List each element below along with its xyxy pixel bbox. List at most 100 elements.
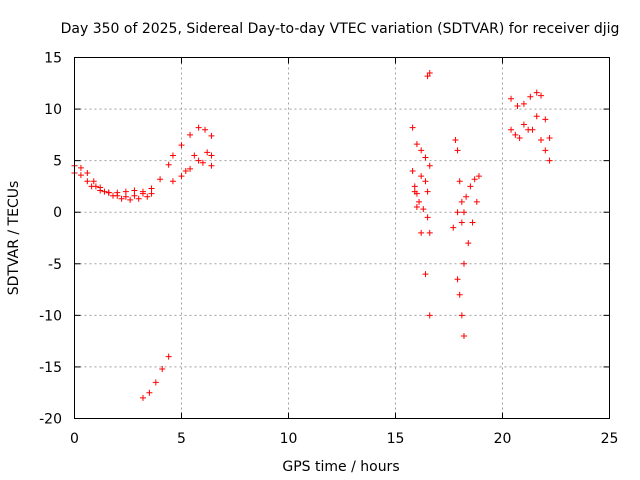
data-point <box>208 162 215 169</box>
data-point <box>182 167 189 174</box>
data-point <box>144 193 151 200</box>
data-point <box>169 178 176 185</box>
data-point <box>195 157 202 164</box>
chart-title: Day 350 of 2025, Sidereal Day-to-day VTE… <box>61 21 620 37</box>
y-tick-label: -5 <box>48 257 62 273</box>
data-point <box>159 365 166 372</box>
data-point <box>84 178 91 185</box>
data-point <box>195 124 202 131</box>
data-point <box>127 196 134 203</box>
data-point <box>424 73 431 80</box>
data-point <box>191 152 198 159</box>
data-point <box>533 113 540 120</box>
data-point <box>514 102 521 109</box>
data-point <box>538 137 545 144</box>
data-point <box>90 178 97 185</box>
x-tick-label: 0 <box>70 431 79 447</box>
data-point <box>418 173 425 180</box>
data-point <box>148 185 155 192</box>
x-axis-label: GPS time / hours <box>282 459 399 475</box>
data-point <box>422 271 429 278</box>
data-point <box>465 240 472 247</box>
data-point <box>157 176 164 183</box>
data-point <box>454 147 461 154</box>
data-point <box>546 134 553 141</box>
x-tick-label: 15 <box>387 431 405 447</box>
data-point <box>187 165 194 172</box>
data-point <box>456 178 463 185</box>
data-point <box>458 198 465 205</box>
data-point <box>139 394 146 401</box>
y-tick-label: 5 <box>53 154 62 170</box>
data-point <box>463 193 470 200</box>
data-point <box>456 291 463 298</box>
data-point <box>424 188 431 195</box>
data-point <box>152 379 159 386</box>
data-point <box>148 190 155 197</box>
data-point <box>88 183 95 190</box>
data-point <box>520 100 527 107</box>
data-point <box>202 126 209 133</box>
y-tick-label: 15 <box>44 51 62 67</box>
data-point <box>105 189 112 196</box>
plot-frame <box>74 57 610 419</box>
y-axis-label: SDTVAR / TECUs <box>6 181 22 296</box>
data-point <box>508 95 515 102</box>
data-point <box>422 154 429 161</box>
data-point <box>475 173 482 180</box>
data-point <box>135 195 142 202</box>
data-point <box>131 192 138 199</box>
y-tick-label: -15 <box>39 360 62 376</box>
data-point <box>122 193 129 200</box>
axis-ticks: 0 5 10 15 20 25 -20 -15 -10 -5 0 5 10 15 <box>39 51 618 448</box>
data-point <box>469 219 476 226</box>
data-point <box>413 141 420 148</box>
data-point <box>458 312 465 319</box>
data-point <box>426 162 433 169</box>
data-point <box>538 92 545 99</box>
data-point <box>416 198 423 205</box>
data-point <box>422 178 429 185</box>
data-point <box>420 206 427 213</box>
data-point <box>508 126 515 133</box>
data-point <box>426 69 433 76</box>
data-point <box>409 167 416 174</box>
data-point <box>208 152 215 159</box>
data-point <box>178 173 185 180</box>
data-point <box>460 260 467 267</box>
data-point <box>454 209 461 216</box>
data-point <box>131 187 138 194</box>
data-point <box>146 389 153 396</box>
data-point <box>520 121 527 128</box>
data-point <box>169 152 176 159</box>
data-point <box>533 89 540 96</box>
data-point <box>424 214 431 221</box>
data-point <box>413 204 420 211</box>
data-point <box>460 209 467 216</box>
data-point <box>516 134 523 141</box>
data-point <box>473 198 480 205</box>
y-tick-label: 0 <box>53 205 62 221</box>
data-point <box>413 190 420 197</box>
data-point <box>426 312 433 319</box>
data-point <box>452 137 459 144</box>
data-point <box>110 192 117 199</box>
data-point <box>454 276 461 283</box>
data-point <box>418 229 425 236</box>
data-point <box>118 195 125 202</box>
data-point <box>204 149 211 156</box>
data-point <box>165 161 172 168</box>
data-point <box>542 147 549 154</box>
data-point <box>458 219 465 226</box>
grid <box>74 57 610 419</box>
x-tick-label: 25 <box>601 431 619 447</box>
data-point <box>77 172 84 179</box>
y-tick-label: 10 <box>44 102 62 118</box>
data-point <box>165 353 172 360</box>
data-point <box>101 188 108 195</box>
y-tick-label: -10 <box>39 308 62 324</box>
data-point <box>97 187 104 194</box>
data-point <box>546 157 553 164</box>
data-point <box>527 93 534 100</box>
